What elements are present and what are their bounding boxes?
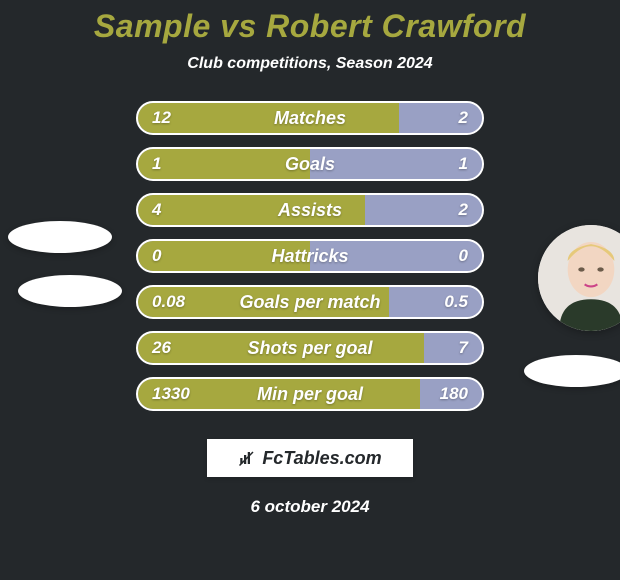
stat-value-right: 0 xyxy=(459,246,468,266)
comparison-card: Sample vs Robert Crawford Club competiti… xyxy=(0,0,620,580)
chart-icon xyxy=(238,449,256,467)
subtitle: Club competitions, Season 2024 xyxy=(0,55,620,73)
player-left-flag-ellipse-1 xyxy=(8,221,112,253)
player-left-flag-ellipse-2 xyxy=(18,275,122,307)
page-title: Sample vs Robert Crawford xyxy=(0,0,620,45)
stat-label: Shots per goal xyxy=(138,338,482,359)
stat-rows: Matches12 2 Goals1 1 Assists4 2 Hattricks0 0 Goa… xyxy=(136,101,484,411)
stat-row: Goals per match0.08 0.5 xyxy=(136,285,484,319)
stat-value-left: 4 xyxy=(152,200,161,220)
stat-label: Assists xyxy=(138,200,482,221)
stat-row: Matches12 2 xyxy=(136,101,484,135)
stat-value-right: 0.5 xyxy=(444,292,468,312)
stat-row: Assists4 2 xyxy=(136,193,484,227)
stats-area: Matches12 2 Goals1 1 Assists4 2 Hattricks0 0 Goa… xyxy=(0,101,620,411)
stat-value-left: 0 xyxy=(152,246,161,266)
stat-value-left: 12 xyxy=(152,108,171,128)
stat-value-right: 2 xyxy=(459,200,468,220)
stat-label: Matches xyxy=(138,108,482,129)
stat-value-right: 180 xyxy=(440,384,468,404)
stat-value-left: 26 xyxy=(152,338,171,358)
stat-value-left: 1 xyxy=(152,154,161,174)
stat-value-left: 0.08 xyxy=(152,292,185,312)
stat-value-right: 7 xyxy=(459,338,468,358)
brand-badge: FcTables.com xyxy=(207,439,413,477)
brand-text: FcTables.com xyxy=(262,448,381,469)
stat-label: Goals xyxy=(138,154,482,175)
stat-row: Min per goal1330180 xyxy=(136,377,484,411)
stat-value-left: 1330 xyxy=(152,384,190,404)
stat-label: Hattricks xyxy=(138,246,482,267)
stat-row: Hattricks0 0 xyxy=(136,239,484,273)
stat-value-right: 1 xyxy=(459,154,468,174)
avatar-placeholder-icon xyxy=(538,225,620,331)
stat-value-right: 2 xyxy=(459,108,468,128)
stat-row: Shots per goal26 7 xyxy=(136,331,484,365)
player-right-avatar xyxy=(538,225,620,331)
stat-row: Goals1 1 xyxy=(136,147,484,181)
stat-label: Goals per match xyxy=(138,292,482,313)
player-right-flag-ellipse xyxy=(524,355,620,387)
date-line: 6 october 2024 xyxy=(0,497,620,517)
